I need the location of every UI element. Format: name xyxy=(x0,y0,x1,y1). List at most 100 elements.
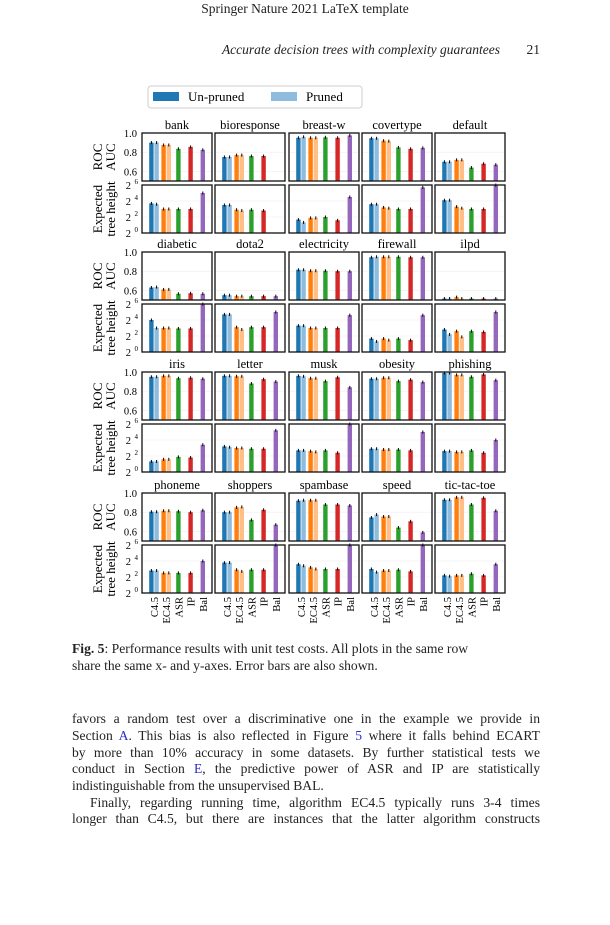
x-tick-label: ASR xyxy=(247,597,258,617)
y-axis-label-auc: ROCAUC xyxy=(90,143,118,170)
bar xyxy=(386,141,391,181)
bar xyxy=(396,449,401,472)
panel-frame xyxy=(288,423,360,473)
panel-title: bioresponse xyxy=(220,118,280,132)
bar xyxy=(227,314,232,352)
bar xyxy=(222,562,227,593)
bar xyxy=(234,376,239,420)
panel-title: iris xyxy=(169,357,185,371)
bar xyxy=(347,545,352,593)
bar xyxy=(166,145,171,181)
panel-auc-default xyxy=(434,132,506,182)
panel-frame xyxy=(141,303,213,353)
bar xyxy=(301,565,306,593)
bar xyxy=(154,287,159,300)
panel-height-diabetic xyxy=(141,302,213,353)
bar xyxy=(154,461,159,472)
bar xyxy=(347,197,352,233)
bar xyxy=(459,575,464,593)
bar xyxy=(396,147,401,181)
bar xyxy=(261,296,266,300)
bar xyxy=(447,576,452,593)
bar xyxy=(227,375,232,420)
bar xyxy=(369,378,374,420)
panel-auc-firewall xyxy=(361,251,433,301)
bar xyxy=(442,161,447,181)
bar xyxy=(323,450,328,472)
panel-height-spambase xyxy=(288,543,360,594)
y-tick-label: 0.8 xyxy=(124,387,137,398)
bar xyxy=(296,450,301,472)
panel-title: covertype xyxy=(372,118,422,132)
legend: Un-pruned Pruned xyxy=(147,85,363,109)
bar xyxy=(313,378,318,420)
bar xyxy=(261,156,266,181)
tick-exponent: 2 xyxy=(135,329,139,337)
x-tick-label: C4.5 xyxy=(443,597,454,617)
bar xyxy=(369,338,374,352)
section-e-link[interactable]: E xyxy=(193,761,203,776)
panel-title: phishing xyxy=(448,357,492,371)
y-tick-label: 1.0 xyxy=(124,248,137,259)
y-tick-label: 0.6 xyxy=(124,167,137,178)
bar xyxy=(273,524,278,541)
panel-height-phoneme xyxy=(141,544,213,594)
bar xyxy=(200,378,205,420)
bar xyxy=(188,146,193,181)
bar xyxy=(154,328,159,352)
page-number: 21 xyxy=(526,42,541,57)
figure-5-link[interactable]: 5 xyxy=(355,728,362,743)
bar xyxy=(442,200,447,233)
bar xyxy=(301,222,306,233)
bar xyxy=(149,376,154,420)
bar xyxy=(408,148,413,181)
bar xyxy=(222,205,227,233)
legend-swatch-unpruned xyxy=(153,92,179,101)
bar xyxy=(239,296,244,300)
bar xyxy=(323,217,328,233)
bar xyxy=(188,572,193,593)
bar xyxy=(442,499,447,541)
bar xyxy=(239,210,244,233)
panel-title: speed xyxy=(383,478,412,492)
x-tick-label: ASR xyxy=(467,597,478,617)
bar xyxy=(261,210,266,233)
panel-title: default xyxy=(453,118,488,132)
bar xyxy=(493,564,498,593)
bar xyxy=(469,376,474,420)
bar xyxy=(200,149,205,181)
panel-frame xyxy=(141,492,213,542)
bar xyxy=(154,511,159,541)
bar xyxy=(481,575,486,593)
y-tick-label: 0.6 xyxy=(124,286,137,297)
bar xyxy=(176,293,181,300)
bar xyxy=(166,572,171,593)
label-line: Expected xyxy=(90,423,105,472)
bar xyxy=(335,220,340,233)
text: . This bias is also reflected in Figure xyxy=(128,728,356,743)
bar xyxy=(442,372,447,420)
bar xyxy=(200,293,205,300)
bar xyxy=(301,325,306,352)
bar xyxy=(261,448,266,472)
label-line: AUC xyxy=(103,143,118,170)
panel-auc-obesity xyxy=(361,371,433,421)
bar xyxy=(369,204,374,233)
panel-frame xyxy=(214,303,286,353)
body-line: favors a random test over a discriminati… xyxy=(72,711,540,726)
y-axis-label-height: Expectedtree height xyxy=(90,300,118,356)
panel-title: musk xyxy=(310,357,338,371)
bar xyxy=(308,217,313,233)
bar xyxy=(239,506,244,541)
bar xyxy=(222,375,227,420)
panel-height-default xyxy=(434,183,506,234)
panel-title: phoneme xyxy=(154,478,200,492)
bar xyxy=(374,572,379,593)
panel-auc-ilpd xyxy=(434,251,506,301)
section-a-link[interactable]: A xyxy=(118,728,129,743)
bar xyxy=(374,448,379,472)
bar xyxy=(154,570,159,593)
